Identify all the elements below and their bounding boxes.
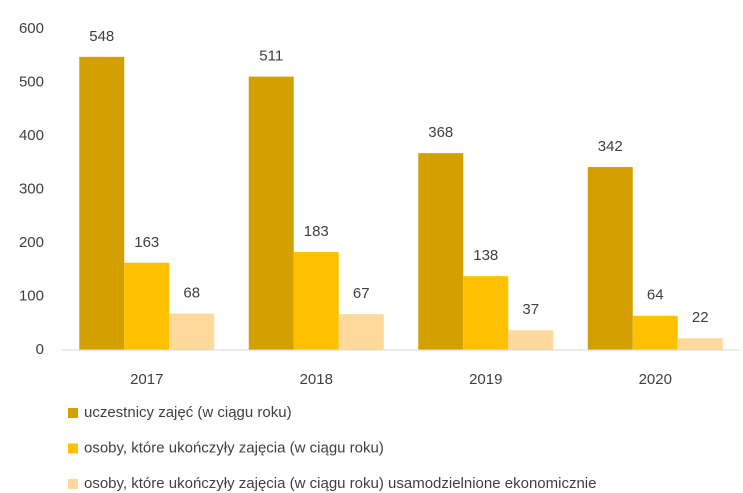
data-label: 548 <box>89 28 114 45</box>
y-tick-label: 100 <box>19 287 44 304</box>
data-label: 64 <box>647 287 664 304</box>
bar <box>632 315 678 350</box>
bar <box>463 276 509 350</box>
bar <box>124 262 170 350</box>
bar <box>248 76 294 351</box>
x-tick-label: 2018 <box>300 371 333 388</box>
data-label: 67 <box>353 285 370 302</box>
data-label: 138 <box>473 247 498 264</box>
bar <box>79 56 125 350</box>
y-tick-label: 300 <box>19 180 44 197</box>
data-label: 37 <box>522 301 539 318</box>
data-label: 511 <box>259 48 283 65</box>
legend-label: uczestnicy zajęć (w ciągu roku) <box>84 404 292 421</box>
x-tick-label: 2020 <box>639 371 672 388</box>
legend-label: osoby, które ukończyły zajęcia (w ciągu … <box>84 439 384 456</box>
bar <box>587 167 633 350</box>
y-tick-label: 200 <box>19 234 44 251</box>
bar <box>508 330 554 350</box>
bar <box>418 153 464 350</box>
data-label: 368 <box>428 124 453 141</box>
y-tick-label: 400 <box>19 127 44 144</box>
bar <box>293 252 339 350</box>
bar <box>677 338 723 350</box>
y-tick-label: 500 <box>19 73 44 90</box>
legend-swatch <box>68 443 78 454</box>
data-label: 68 <box>183 285 200 302</box>
y-tick-label: 600 <box>19 20 44 37</box>
data-label: 22 <box>692 309 709 326</box>
data-label: 183 <box>304 223 329 240</box>
y-tick-label: 0 <box>36 341 44 358</box>
legend-swatch <box>68 408 78 418</box>
data-label: 163 <box>134 234 159 251</box>
x-tick-label: 2017 <box>130 371 163 388</box>
data-label: 342 <box>598 138 623 155</box>
x-tick-label: 2019 <box>469 371 502 388</box>
bar <box>338 314 384 350</box>
legend-swatch <box>68 479 78 489</box>
bar <box>169 313 215 350</box>
legend-label: osoby, które ukończyły zajęcia (w ciągu … <box>84 475 596 492</box>
